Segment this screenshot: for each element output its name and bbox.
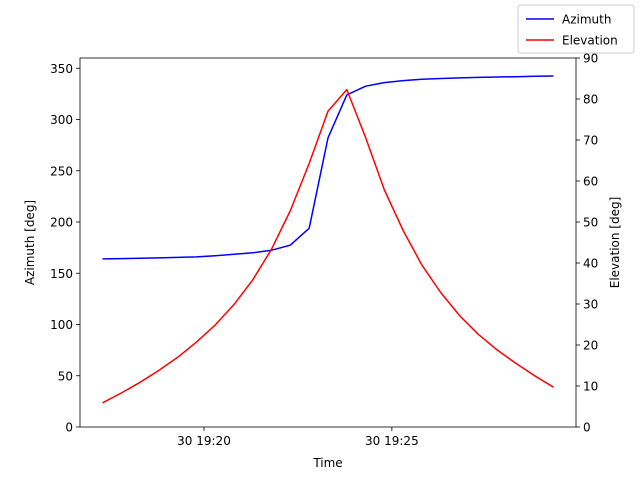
right-y-tick-label: 50 <box>583 216 598 230</box>
left-y-tick-label: 150 <box>50 267 73 281</box>
left-y-axis-ticks: 0 50 100 150 200 250 300 350 <box>50 62 80 435</box>
right-y-tick-label: 90 <box>583 52 598 66</box>
right-y-axis-label: Elevation [deg] <box>608 197 622 289</box>
left-y-tick-label: 300 <box>50 113 73 127</box>
x-axis-label: Time <box>312 456 342 470</box>
x-tick-label: 30 19:20 <box>177 434 231 448</box>
left-y-tick-label: 50 <box>58 369 73 383</box>
left-y-tick-label: 100 <box>50 318 73 332</box>
left-y-tick-label: 0 <box>65 421 73 435</box>
right-y-tick-label: 0 <box>583 421 591 435</box>
series-line-azimuth <box>102 75 554 260</box>
right-y-tick-label: 70 <box>583 134 598 148</box>
left-y-tick-label: 250 <box>50 164 73 178</box>
series-line-elevation <box>102 88 554 404</box>
right-y-tick-label: 40 <box>583 257 598 271</box>
x-tick-label: 30 19:25 <box>365 434 419 448</box>
right-y-tick-label: 80 <box>583 93 598 107</box>
legend-label-elevation: Elevation <box>562 34 618 48</box>
legend-box <box>517 4 635 54</box>
legend: Azimuth Elevation <box>517 4 635 54</box>
x-axis-ticks: 30 19:20 30 19:25 <box>177 427 419 448</box>
left-y-axis-label: Azimuth [deg] <box>23 200 37 285</box>
right-y-axis-ticks: 0 10 20 30 40 50 60 70 80 90 <box>576 52 598 435</box>
left-y-tick-label: 200 <box>50 216 73 230</box>
legend-label-azimuth: Azimuth <box>562 13 611 27</box>
chart-marks <box>102 75 554 404</box>
right-y-tick-label: 20 <box>583 339 598 353</box>
plot-frame <box>79 57 577 428</box>
right-y-tick-label: 60 <box>583 175 598 189</box>
right-y-tick-label: 30 <box>583 298 598 312</box>
left-y-tick-label: 350 <box>50 62 73 76</box>
right-y-tick-label: 10 <box>583 380 598 394</box>
